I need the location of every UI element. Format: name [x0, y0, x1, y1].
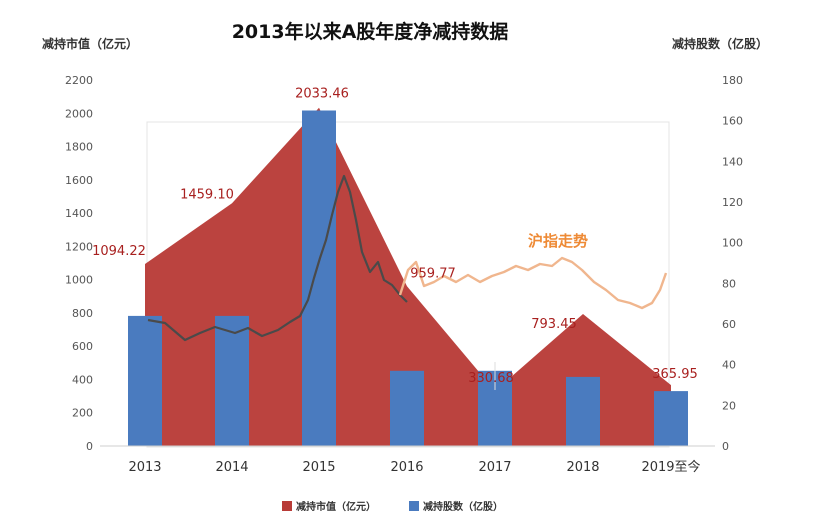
x-tick-label-2018: 2018 — [566, 460, 599, 475]
chart-title: 2013年以来A股年度净减持数据 — [232, 20, 509, 43]
legend-swatch-shares — [409, 501, 419, 511]
y-right-tick-label: 100 — [722, 237, 743, 250]
y-right-tick-label: 60 — [722, 318, 736, 331]
legend-swatch-market-value — [282, 501, 292, 511]
data-label-layer: 1094.22 1459.10 2033.46 959.77 330.68 793.45 3… — [92, 87, 698, 386]
data-label-market-value-2013: 1094.22 — [92, 244, 146, 259]
y-left-tick-label: 0 — [86, 440, 93, 453]
y-right-axis-label: 减持股数（亿股） — [672, 36, 768, 51]
y-left-axis-label: 减持市值（亿元） — [42, 36, 138, 51]
legend-label-shares: 减持股数（亿股） — [423, 500, 503, 513]
bar-shares-2014 — [215, 315, 249, 446]
y-left-tick-label: 600 — [72, 340, 93, 353]
bar-shares-2018 — [566, 376, 600, 446]
y-right-tick-label: 180 — [722, 74, 743, 87]
y-right-tick-label: 20 — [722, 399, 736, 412]
y-left-tick-label: 1000 — [65, 274, 93, 287]
y-left-tick-label: 2000 — [65, 107, 93, 120]
y-right-tick-label: 40 — [722, 359, 736, 372]
y-left-tick-label: 800 — [72, 307, 93, 320]
bar-shares-2019至今 — [654, 391, 688, 446]
data-label-market-value-2019至今: 365.95 — [652, 367, 698, 382]
y-right-tick-label: 80 — [722, 277, 736, 290]
x-tick-label-2015: 2015 — [302, 460, 335, 475]
bar-shares-2016 — [390, 370, 424, 446]
y-right-tick-label: 140 — [722, 155, 743, 168]
data-label-market-value-2017: 330.68 — [468, 371, 514, 386]
x-tick-label-2013: 2013 — [128, 460, 161, 475]
y-left-tick-label: 200 — [72, 407, 93, 420]
area-layer — [145, 107, 671, 446]
data-label-market-value-2014: 1459.10 — [180, 187, 234, 202]
y-left-tick-label: 1600 — [65, 174, 93, 187]
y-right-tick-label: 120 — [722, 196, 743, 209]
x-tick-label-2014: 2014 — [215, 460, 248, 475]
axis-layer: 0200400600800100012001400160018002000220… — [65, 74, 743, 475]
data-label-market-value-2016: 959.77 — [410, 266, 456, 281]
index-annotation-label: 沪指走势 — [528, 232, 588, 250]
bar-layer — [128, 110, 688, 446]
index-line-dark — [147, 174, 408, 342]
data-label-market-value-2018: 793.45 — [531, 317, 577, 332]
y-left-tick-label: 2200 — [65, 74, 93, 87]
x-tick-label-2017: 2017 — [478, 460, 511, 475]
index-line-light — [398, 256, 668, 310]
y-left-tick-label: 400 — [72, 374, 93, 387]
y-left-tick-label: 1200 — [65, 240, 93, 253]
index-line-layer — [147, 174, 668, 390]
legend-label-market-value: 减持市值（亿元） — [296, 500, 376, 513]
y-right-tick-label: 160 — [722, 115, 743, 128]
area-market-value — [145, 107, 671, 446]
bar-shares-2015 — [302, 110, 336, 446]
y-right-tick-label: 0 — [722, 440, 729, 453]
y-left-tick-label: 1800 — [65, 141, 93, 154]
data-label-market-value-2015: 2033.46 — [295, 87, 349, 102]
y-left-tick-label: 1400 — [65, 207, 93, 220]
bar-shares-2013 — [128, 315, 162, 446]
legend: 减持市值（亿元） 减持股数（亿股） — [282, 500, 503, 513]
x-tick-label-2019至今: 2019至今 — [641, 459, 700, 475]
x-tick-label-2016: 2016 — [390, 460, 423, 475]
